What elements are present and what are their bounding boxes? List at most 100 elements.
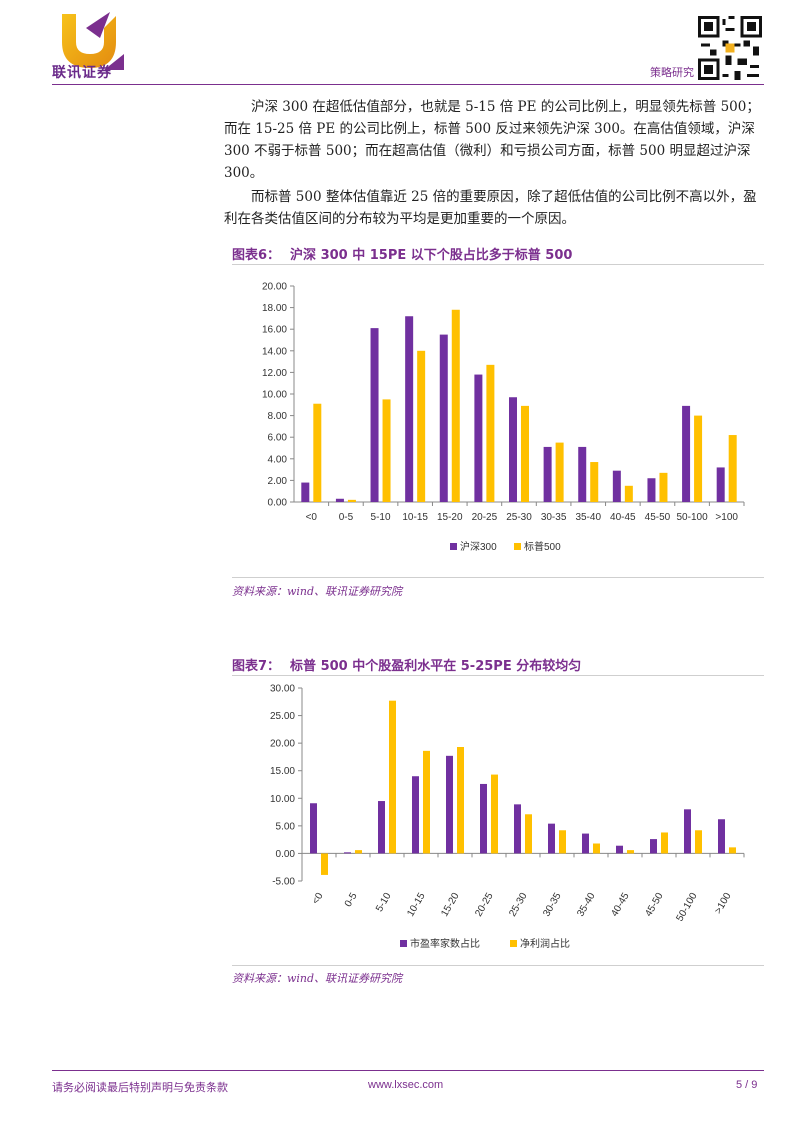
bar-series-2 bbox=[695, 830, 702, 854]
bar-series-1 bbox=[684, 809, 691, 854]
x-tick-label: 40-45 bbox=[609, 891, 632, 919]
bar-series-1 bbox=[480, 783, 487, 854]
y-tick-label: 20.00 bbox=[262, 282, 287, 293]
y-tick-label: 25.00 bbox=[270, 711, 295, 722]
figure-7-source: 资料来源：wind、联讯证券研究院 bbox=[232, 972, 403, 985]
bar-series-2 bbox=[389, 700, 396, 854]
bar-series-1 bbox=[548, 823, 555, 854]
footer-website-link[interactable]: www.lxsec.com bbox=[368, 1079, 444, 1091]
bar-series-1 bbox=[718, 819, 725, 854]
bar-series-1 bbox=[446, 755, 453, 854]
x-tick-label: 40-45 bbox=[610, 512, 636, 523]
bar-series-2 bbox=[451, 309, 460, 502]
bar-series-2 bbox=[559, 830, 566, 854]
y-tick-label: 8.00 bbox=[268, 411, 288, 422]
bar-series-1 bbox=[474, 374, 483, 502]
x-tick-label: 15-20 bbox=[439, 891, 462, 919]
bar-series-2 bbox=[593, 843, 600, 854]
bar-series-2 bbox=[382, 399, 391, 502]
x-tick-label: 50-100 bbox=[675, 891, 700, 924]
bar-series-1 bbox=[412, 776, 419, 854]
bar-series-2 bbox=[624, 485, 633, 502]
bar-series-1 bbox=[301, 482, 310, 502]
bar-series-2 bbox=[729, 847, 736, 854]
y-tick-label: 2.00 bbox=[268, 476, 288, 487]
legend-swatch bbox=[400, 940, 407, 947]
legend-swatch bbox=[514, 543, 521, 550]
x-tick-label: >100 bbox=[715, 512, 738, 523]
x-tick-label: 5-10 bbox=[374, 891, 394, 914]
bar-series-2 bbox=[457, 747, 464, 854]
y-tick-label: 20.00 bbox=[270, 739, 295, 750]
bar-series-1 bbox=[378, 801, 385, 854]
x-tick-label: 25-30 bbox=[507, 891, 530, 919]
bar-series-1 bbox=[616, 845, 623, 854]
bar-series-1 bbox=[543, 446, 552, 502]
legend-swatch bbox=[510, 940, 517, 947]
x-tick-label: 45-50 bbox=[645, 512, 671, 523]
x-tick-label: 25-30 bbox=[506, 512, 532, 523]
x-tick-label: 35-40 bbox=[575, 512, 601, 523]
bar-series-1 bbox=[578, 446, 587, 502]
figure-caption: 标普 500 中个股盈利水平在 5-25PE 分布较均匀 bbox=[290, 659, 582, 674]
figure-6-source: 资料来源：wind、联讯证券研究院 bbox=[232, 585, 403, 598]
bar-series-2 bbox=[521, 405, 529, 502]
y-tick-label: -5.00 bbox=[272, 877, 295, 888]
bar-series-2 bbox=[423, 750, 430, 854]
figure-6-chart: 0.00 2.00 4.00 6.00 8.00 10.00 12.00 14.00 16.00… bbox=[232, 272, 764, 576]
x-tick-label: 10-15 bbox=[402, 512, 428, 523]
bar-series-1 bbox=[716, 467, 725, 502]
bar-series-2 bbox=[486, 364, 495, 502]
bar-chart-6: 0.00 2.00 4.00 6.00 8.00 10.00 12.00 14.00 16.00… bbox=[262, 282, 745, 553]
figure-6-title: 图表6： 沪深 300 中 15PE 以下个股占比多于标普 500 bbox=[232, 244, 572, 263]
legend-label: 市盈率家数占比 bbox=[410, 937, 480, 950]
page-header: 联讯证券 策略研究 bbox=[0, 0, 800, 90]
bar-series-1 bbox=[310, 803, 317, 854]
bar-series-1 bbox=[344, 852, 351, 854]
bar-series-2 bbox=[321, 853, 328, 875]
figure-label: 图表6： bbox=[232, 248, 281, 263]
figure-rule bbox=[232, 965, 764, 966]
header-divider bbox=[52, 84, 764, 85]
x-tick-label: 35-40 bbox=[575, 891, 598, 919]
bar-series-1 bbox=[370, 328, 379, 502]
bar-series-1 bbox=[439, 334, 448, 502]
y-tick-label: 10.00 bbox=[262, 390, 287, 401]
y-tick-label: 4.00 bbox=[268, 454, 288, 465]
bar-series-1 bbox=[612, 470, 621, 502]
bar-series-2 bbox=[728, 435, 737, 502]
y-tick-label: 15.00 bbox=[270, 766, 295, 777]
bar-series-2 bbox=[417, 350, 426, 502]
x-tick-label: 0-5 bbox=[343, 891, 360, 909]
figure-rule bbox=[232, 264, 764, 265]
y-tick-label: 6.00 bbox=[268, 433, 288, 444]
x-tick-label: 10-15 bbox=[405, 891, 428, 919]
x-tick-label: >100 bbox=[713, 891, 734, 916]
x-tick-label: 20-25 bbox=[473, 891, 496, 919]
bar-series-2 bbox=[694, 415, 703, 502]
bar-series-2 bbox=[627, 850, 634, 854]
y-tick-label: 0.00 bbox=[276, 849, 296, 860]
x-tick-label: 30-35 bbox=[541, 891, 564, 919]
y-tick-label: 16.00 bbox=[262, 325, 287, 336]
figure-rule bbox=[232, 577, 764, 578]
x-tick-label: 0-5 bbox=[339, 512, 354, 523]
bar-series-2 bbox=[590, 462, 599, 502]
figure-7-title: 图表7： 标普 500 中个股盈利水平在 5-25PE 分布较均匀 bbox=[232, 655, 581, 674]
y-tick-label: 30.00 bbox=[270, 684, 295, 695]
figure-label: 图表7： bbox=[232, 659, 281, 674]
legend-label: 标普500 bbox=[524, 540, 561, 553]
footer-disclaimer: 请务必阅读最后特别声明与免责条款 bbox=[52, 1081, 228, 1094]
section-label: 策略研究 bbox=[650, 66, 694, 79]
y-tick-label: 0.00 bbox=[268, 498, 288, 509]
company-logo-icon bbox=[62, 12, 124, 70]
bar-series-2 bbox=[347, 499, 356, 502]
bar-series-2 bbox=[661, 832, 668, 854]
figure-rule bbox=[232, 675, 764, 676]
x-tick-label: 20-25 bbox=[472, 512, 498, 523]
company-logo-text: 联讯证券 bbox=[52, 65, 112, 81]
figure-caption: 沪深 300 中 15PE 以下个股占比多于标普 500 bbox=[290, 248, 573, 263]
y-tick-label: 14.00 bbox=[262, 346, 287, 357]
footer-page-number: 5 / 9 bbox=[736, 1079, 758, 1091]
bar-series-1 bbox=[514, 804, 521, 854]
